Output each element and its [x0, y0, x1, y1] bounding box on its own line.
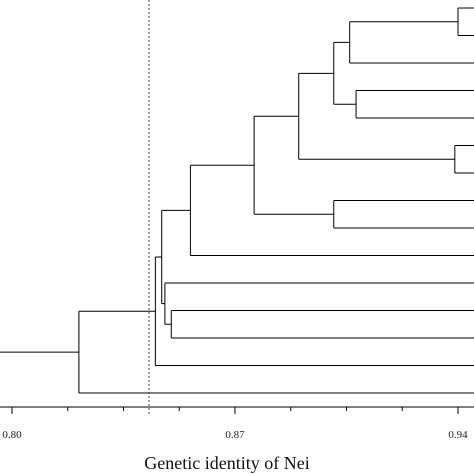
x-axis-ticks	[11, 407, 459, 414]
x-tick-label-1: 0.87	[225, 429, 245, 441]
dendrogram-tree	[0, 7, 474, 394]
x-tick-label-2: 0.94	[448, 429, 468, 441]
x-axis-title: Genetic identity of Nei	[144, 453, 309, 473]
x-tick-label-0: 0.80	[2, 429, 22, 441]
